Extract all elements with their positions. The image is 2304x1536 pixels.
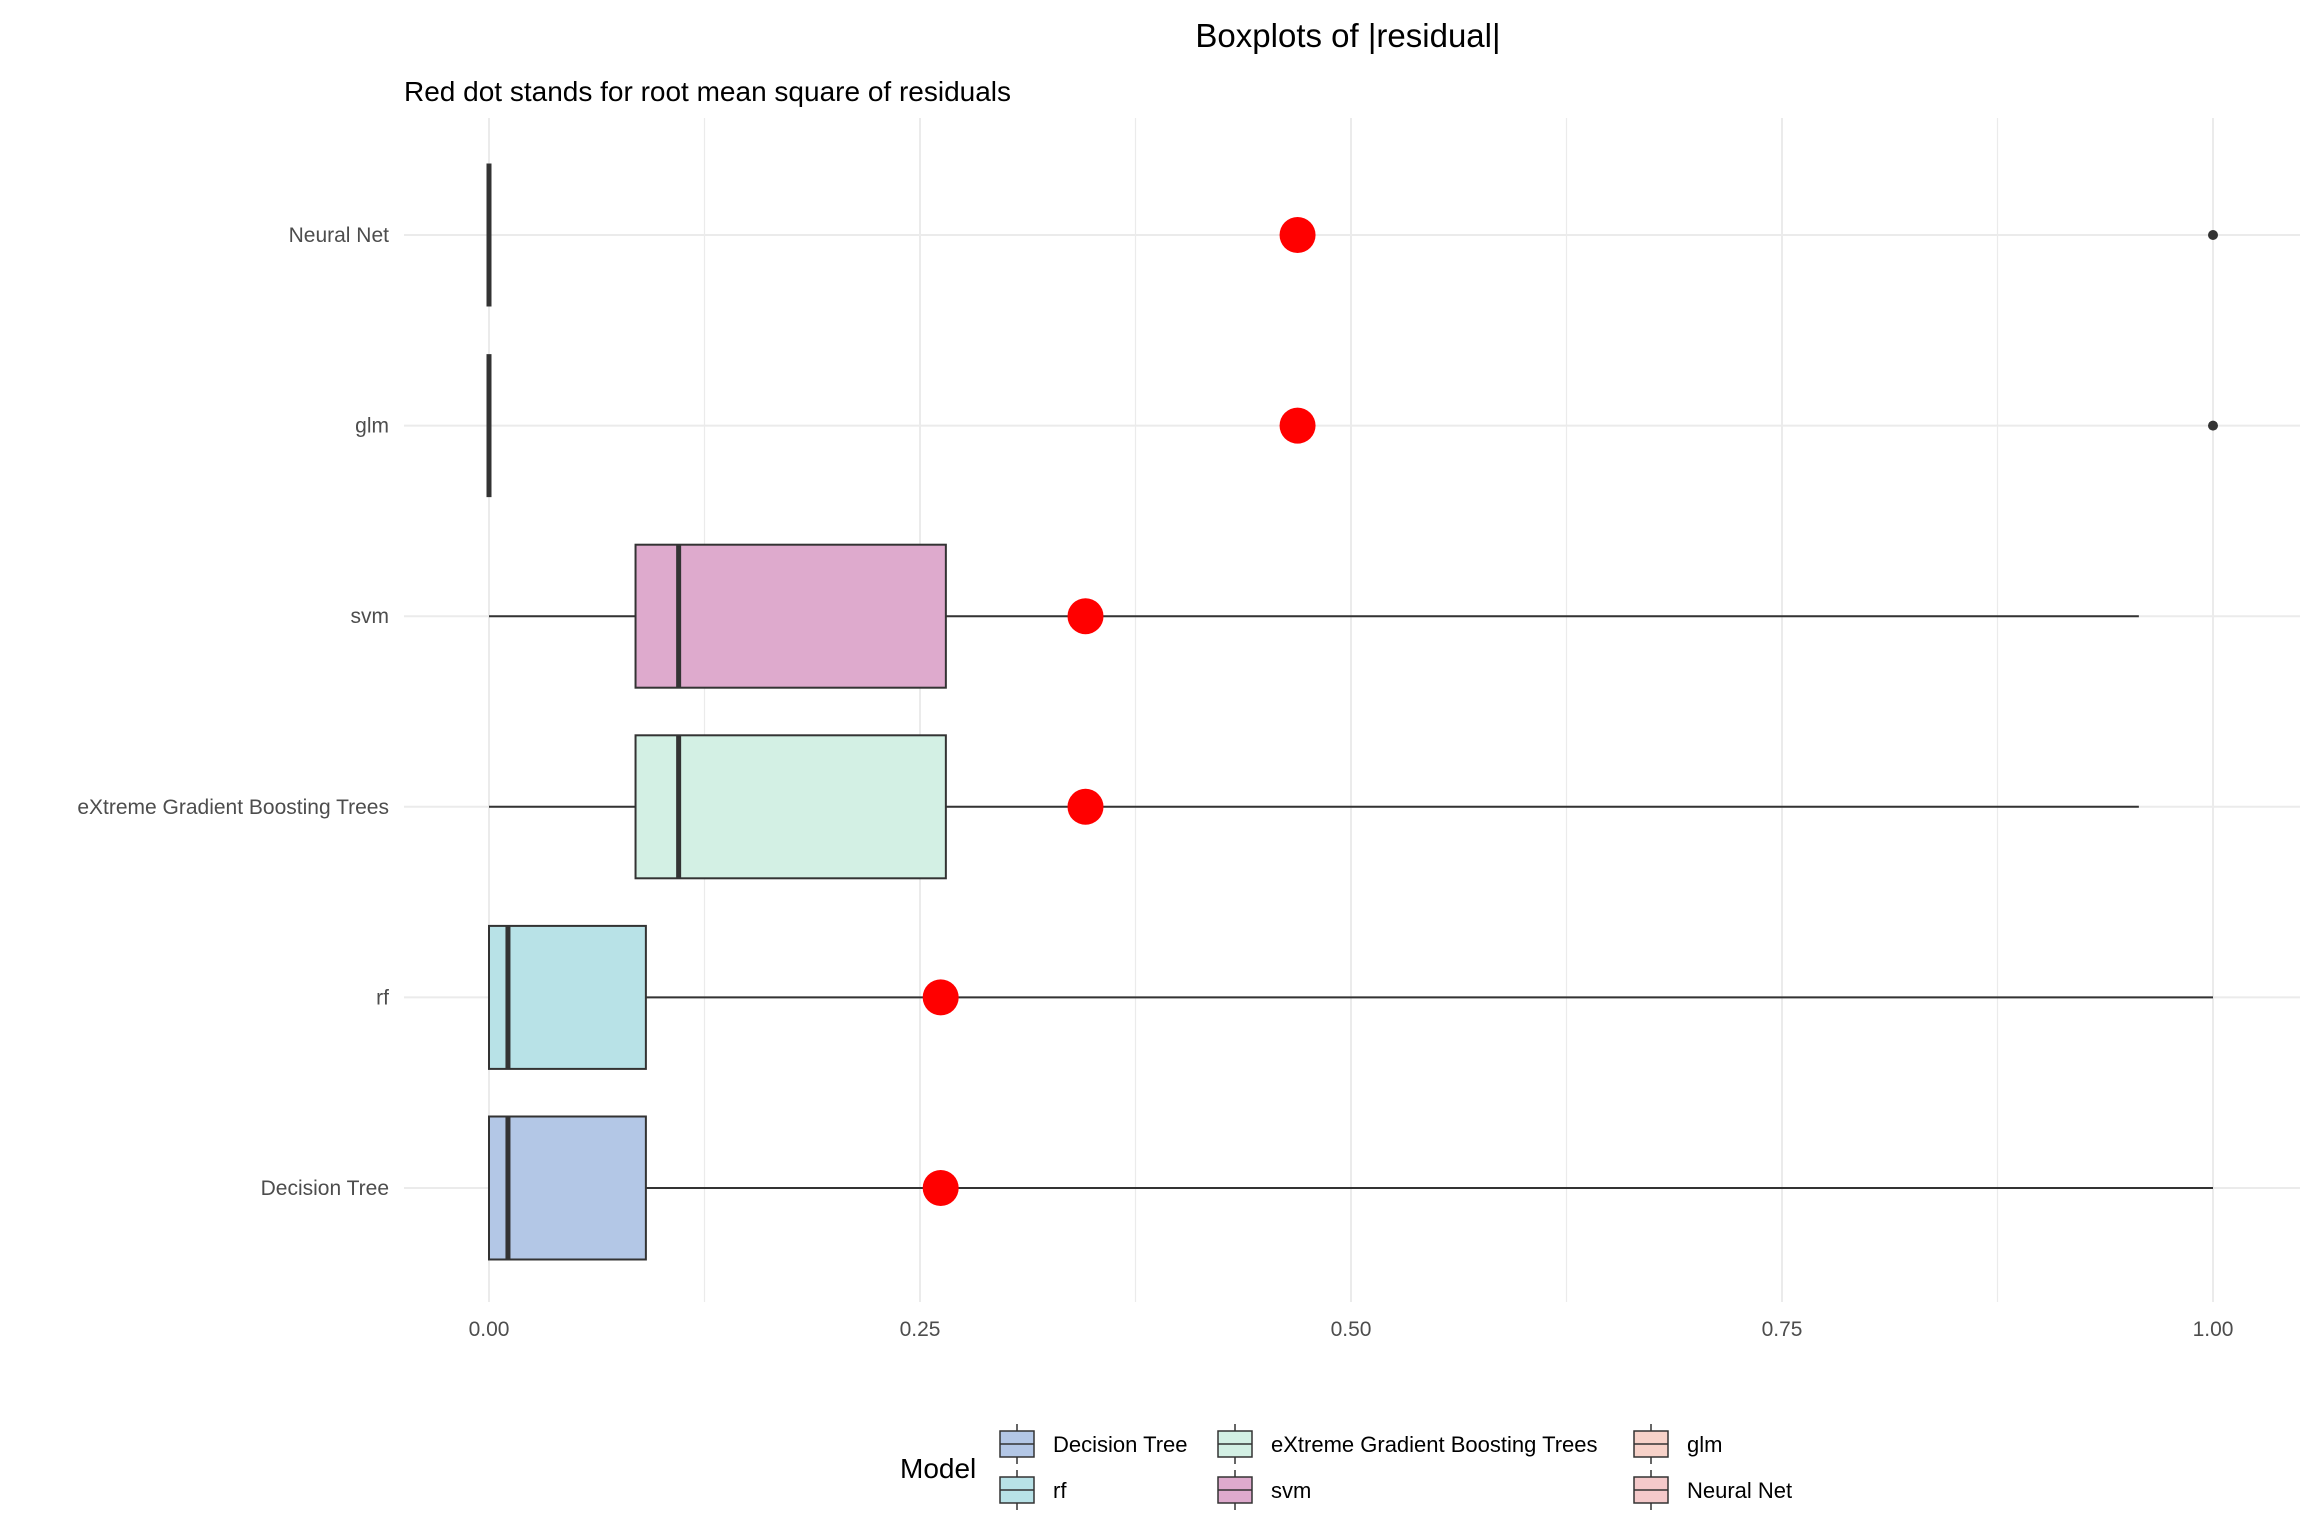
legend-label: Neural Net bbox=[1687, 1478, 1792, 1503]
boxplot-glm bbox=[486, 354, 2218, 498]
iqr-box bbox=[634, 734, 947, 880]
x-tick-label: 1.00 bbox=[2193, 1318, 2234, 1341]
legend-label: rf bbox=[1053, 1478, 1067, 1503]
legend-item: eXtreme Gradient Boosting Trees bbox=[1217, 1424, 1598, 1464]
legend-title: Model bbox=[900, 1453, 976, 1484]
boxplot-extreme-gradient-boosting-trees bbox=[489, 734, 2139, 880]
boxplot-svm bbox=[489, 543, 2139, 689]
rms-dot bbox=[1067, 788, 1104, 825]
rms-dot bbox=[922, 1170, 959, 1206]
iqr-box bbox=[488, 1115, 647, 1261]
y-tick-label: Neural Net bbox=[289, 224, 390, 247]
rms-dot bbox=[1279, 217, 1316, 253]
rms-dot bbox=[1279, 407, 1316, 444]
grid-lines bbox=[404, 118, 2300, 1302]
y-tick-label: eXtreme Gradient Boosting Trees bbox=[77, 796, 389, 819]
rms-dot bbox=[1067, 598, 1104, 635]
boxplots bbox=[486, 163, 2218, 1261]
boxplot-decision-tree bbox=[488, 1115, 2213, 1261]
x-tick-label: 0.00 bbox=[469, 1318, 510, 1341]
iqr-box bbox=[488, 924, 647, 1070]
y-tick-label: svm bbox=[351, 605, 390, 628]
legend-item: glm bbox=[1633, 1424, 1722, 1464]
chart-subtitle: Red dot stands for root mean square of r… bbox=[404, 76, 1011, 107]
legend-item: Decision Tree bbox=[999, 1424, 1188, 1464]
y-tick-label: glm bbox=[355, 415, 389, 438]
legend-item: Neural Net bbox=[1633, 1470, 1792, 1510]
x-tick-label: 0.25 bbox=[900, 1318, 941, 1341]
boxplot-neural-net bbox=[486, 163, 2218, 307]
rms-dot bbox=[922, 979, 959, 1016]
legend-label: glm bbox=[1687, 1432, 1722, 1457]
y-tick-label: rf bbox=[376, 986, 389, 1009]
y-tick-label: Decision Tree bbox=[261, 1177, 389, 1200]
outlier-point bbox=[2208, 230, 2218, 240]
legend-item: rf bbox=[999, 1470, 1067, 1510]
iqr-box bbox=[634, 543, 947, 689]
x-tick-label: 0.50 bbox=[1331, 1318, 1372, 1341]
legend-item: svm bbox=[1217, 1470, 1311, 1510]
legend-label: Decision Tree bbox=[1053, 1432, 1188, 1457]
legend: Model Decision Tree rf eXtreme Gradient Bo… bbox=[900, 1424, 1792, 1510]
legend-label: svm bbox=[1271, 1478, 1311, 1503]
rms-dots bbox=[922, 217, 1316, 1206]
chart-title: Boxplots of |residual| bbox=[1195, 17, 1500, 54]
x-tick-label: 0.75 bbox=[1762, 1318, 1803, 1341]
legend-label: eXtreme Gradient Boosting Trees bbox=[1271, 1432, 1598, 1457]
outlier-point bbox=[2208, 420, 2218, 431]
boxplot-rf bbox=[488, 924, 2213, 1070]
y-axis-tick-labels: Neural Net glm svm eXtreme Gradient Boostin… bbox=[77, 224, 389, 1200]
x-axis-tick-labels: 0.00 0.25 0.50 0.75 1.00 bbox=[469, 1318, 2234, 1341]
